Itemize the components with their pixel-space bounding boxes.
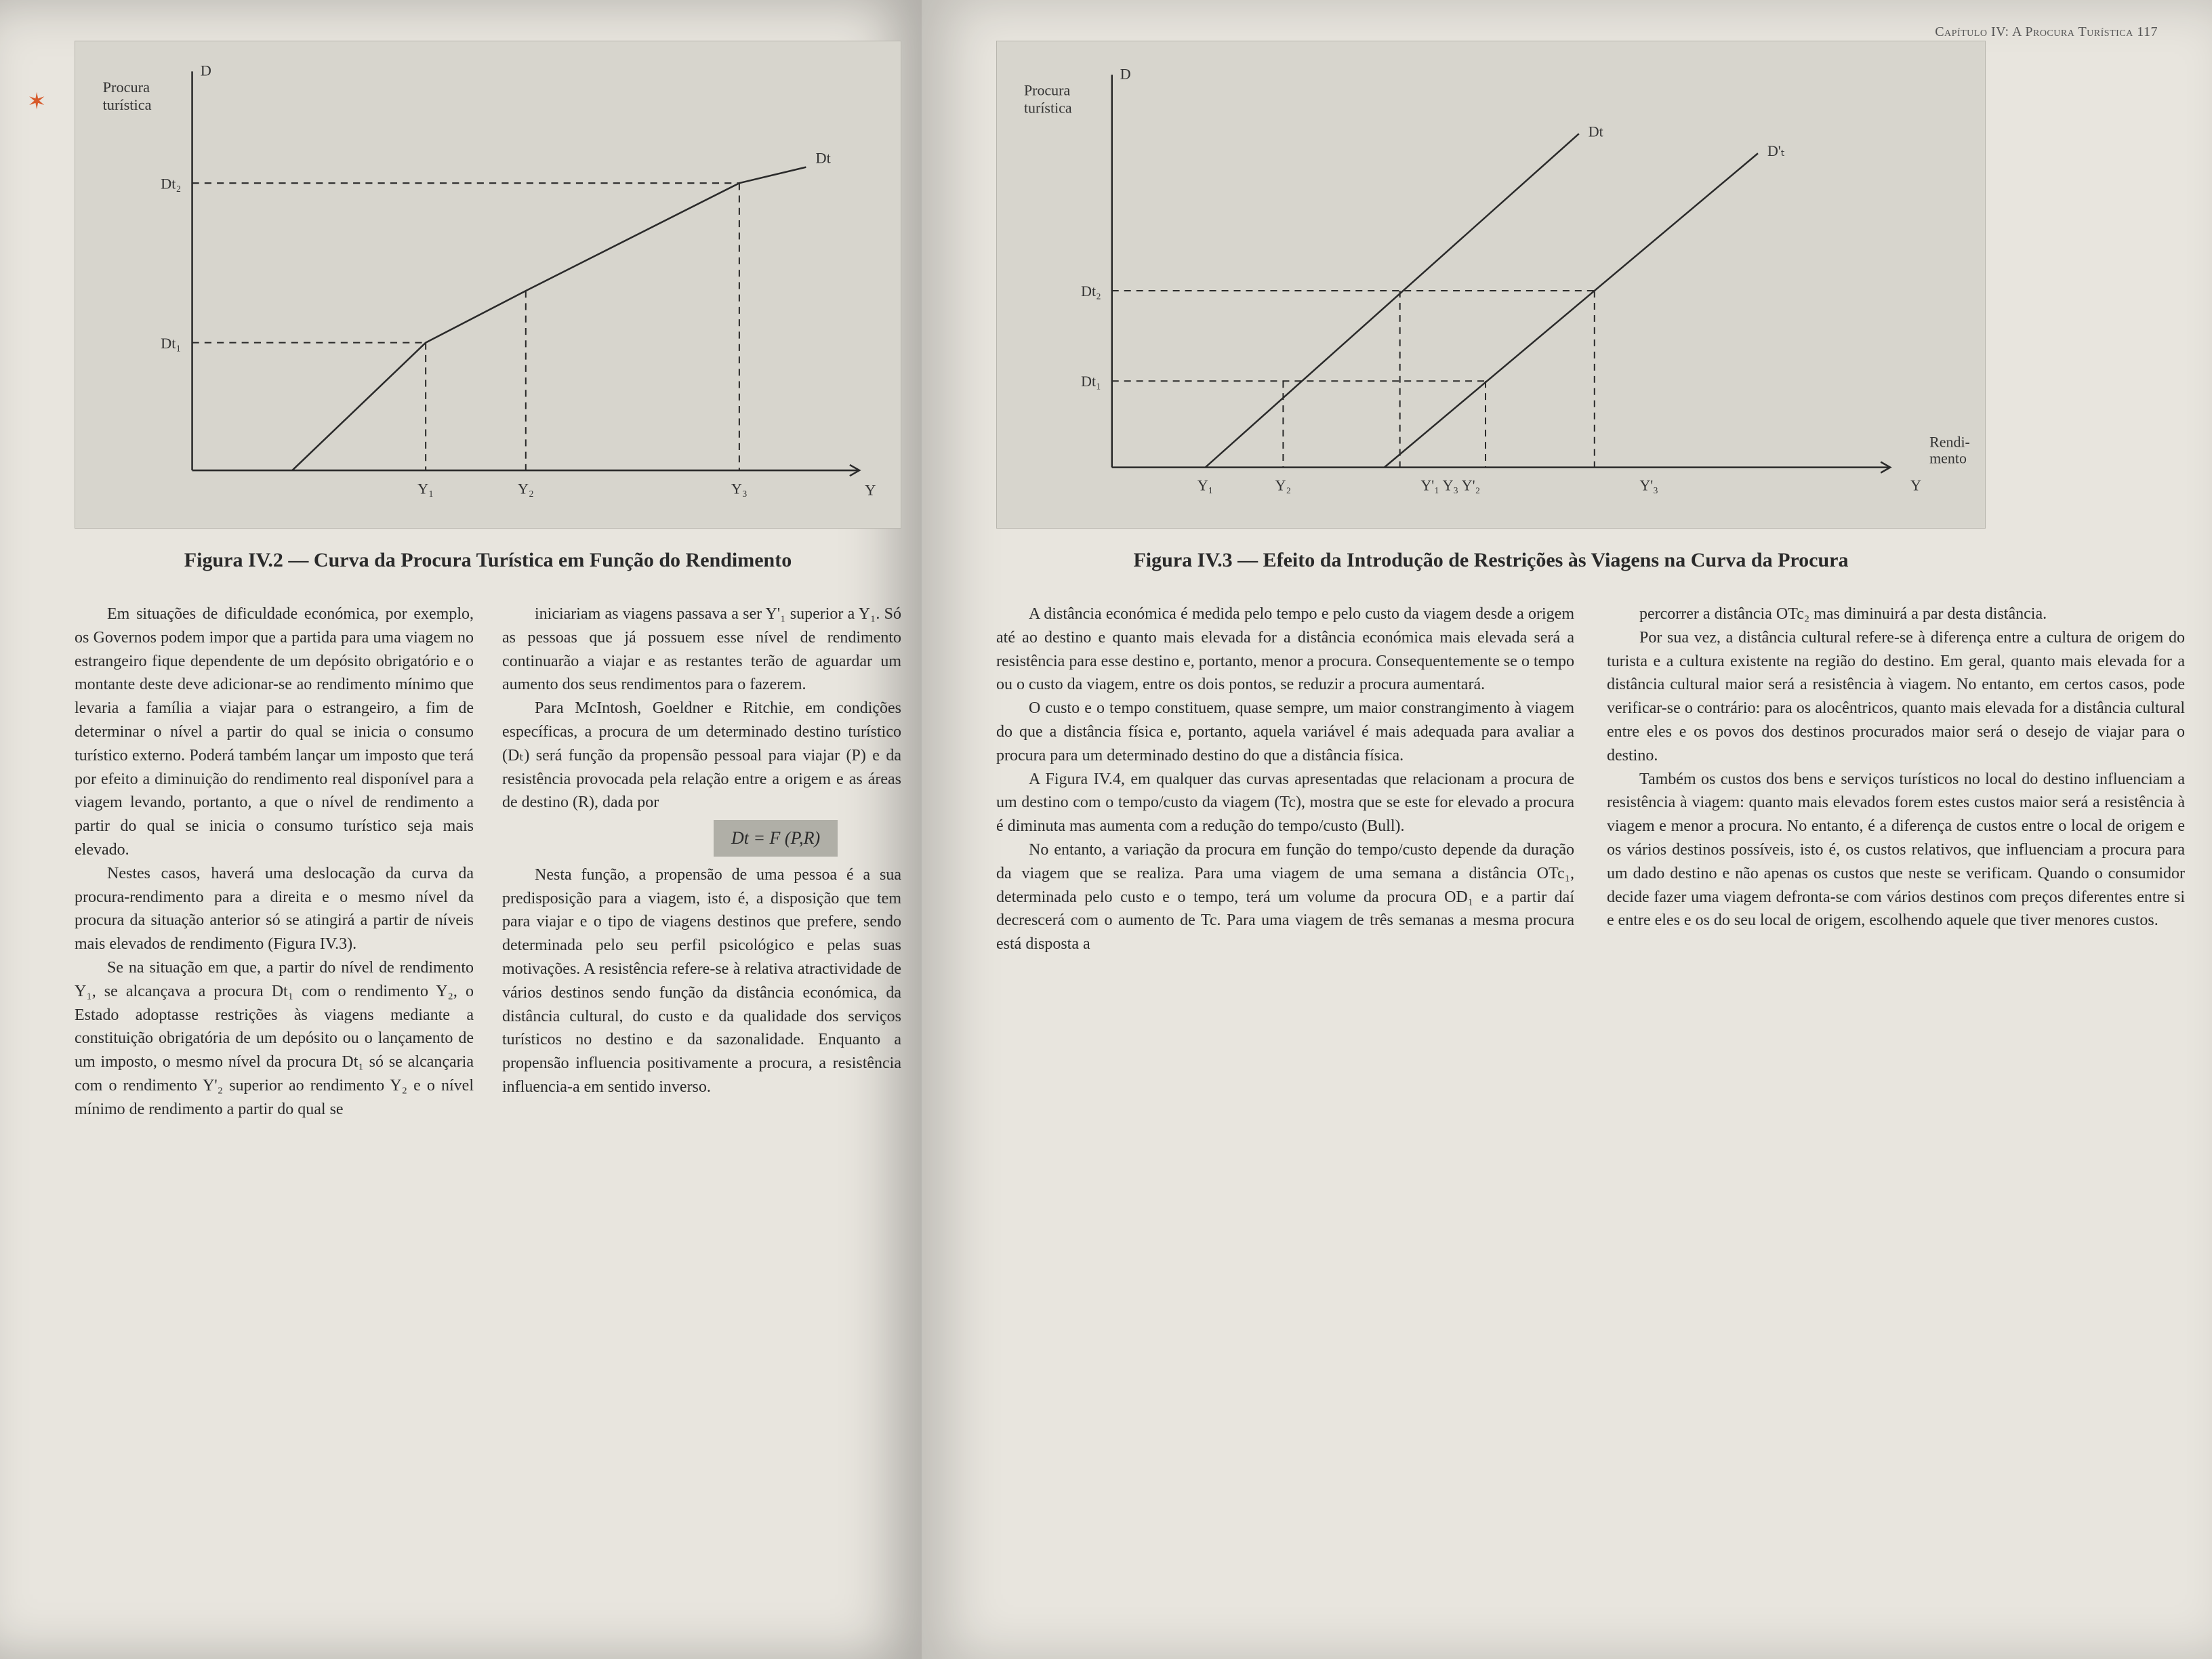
formula-box: Dt = F (P,R) — [714, 820, 838, 857]
body-paragraph: percorrer a distância OTc₂ mas diminuirá… — [1607, 602, 2185, 626]
body-paragraph: Nesta função, a propensão de uma pessoa … — [502, 863, 901, 1099]
left-page-text: Em situações de dificuldade económica, p… — [75, 602, 901, 1122]
svg-text:Y₁: Y₁ — [1197, 477, 1214, 494]
body-paragraph: A distância económica é medida pelo temp… — [996, 602, 1574, 697]
svg-text:Y: Y — [865, 482, 876, 499]
figure-iv-3-caption: Figura IV.3 — Efeito da Introdução de Re… — [996, 549, 1986, 572]
body-paragraph: iniciariam as viagens passava a ser Y'₁ … — [502, 602, 901, 697]
figure-iv-2: Procuraturística D Y Dt Y₁ Y₂ Y₃ Dt₁ Dt₂ — [75, 41, 901, 529]
svg-text:turística: turística — [103, 96, 152, 113]
svg-text:D: D — [1120, 65, 1131, 82]
body-paragraph: A Figura IV.4, em qualquer das curvas ap… — [996, 768, 1574, 838]
running-head: Capítulo IV: A Procura Turística 117 — [1935, 24, 2158, 40]
svg-text:D'ₜ: D'ₜ — [1767, 142, 1785, 159]
svg-text:Procura: Procura — [103, 79, 150, 96]
svg-text:Y: Y — [1910, 477, 1921, 494]
chart-iv-3: Procuraturística D Y Rendi-mento Dt D'ₜ Y₁ Y₂ Y'… — [997, 41, 1985, 528]
svg-text:Procura: Procura — [1024, 81, 1071, 98]
svg-text:Dt₁: Dt₁ — [1081, 373, 1101, 390]
figure-iv-2-caption: Figura IV.2 — Curva da Procura Turística… — [75, 549, 901, 572]
right-page-text: A distância económica é medida pelo temp… — [996, 602, 2185, 956]
right-page: Capítulo IV: A Procura Turística 117 Pro… — [922, 0, 2212, 1659]
body-paragraph: No entanto, a variação da procura em fun… — [996, 838, 1574, 956]
figure-iv-3: Procuraturística D Y Rendi-mento Dt D'ₜ Y₁ Y₂ Y'… — [996, 41, 1986, 529]
svg-text:Y'₁ Y₃ Y'₂: Y'₁ Y₃ Y'₂ — [1420, 477, 1480, 494]
svg-text:Dt₂: Dt₂ — [161, 175, 181, 192]
body-paragraph: Se na situação em que, a partir do nível… — [75, 956, 474, 1122]
svg-text:Y₃: Y₃ — [731, 480, 747, 497]
svg-text:Rendi-: Rendi- — [1929, 434, 1970, 451]
svg-text:Dt: Dt — [1589, 123, 1603, 140]
chart-iv-2: Procuraturística D Y Dt Y₁ Y₂ Y₃ Dt₁ Dt₂ — [75, 41, 901, 528]
svg-text:Y₁: Y₁ — [417, 480, 434, 497]
svg-text:Y'₃: Y'₃ — [1639, 477, 1658, 494]
svg-text:Dt: Dt — [816, 150, 832, 167]
left-page: ✶ Procuraturística D Y Dt Y₁ Y₂ Y₃ Dt₁ Dt₂ Figur… — [0, 0, 922, 1659]
body-paragraph: Por sua vez, a distância cultural refere… — [1607, 626, 2185, 768]
body-paragraph: Em situações de dificuldade económica, p… — [75, 602, 474, 862]
svg-text:turística: turística — [1024, 99, 1072, 116]
svg-text:mento: mento — [1929, 450, 1967, 467]
sticky-marker-icon: ✶ — [27, 88, 47, 115]
body-paragraph: Para McIntosh, Goeldner e Ritchie, em co… — [502, 697, 901, 815]
svg-text:Dt₁: Dt₁ — [161, 335, 181, 352]
svg-text:Y₂: Y₂ — [1275, 477, 1292, 494]
svg-text:Dt₂: Dt₂ — [1081, 283, 1101, 300]
book-spread: ✶ ProcuraturísticaDYDtY₁Y₂Y₃Dt₁Dt₂ Figur… — [0, 0, 2212, 1659]
svg-text:D: D — [201, 62, 211, 79]
svg-text:Y₂: Y₂ — [518, 480, 534, 497]
body-paragraph: Também os custos dos bens e serviços tur… — [1607, 768, 2185, 933]
body-paragraph: O custo e o tempo constituem, quase sem­… — [996, 697, 1574, 767]
body-paragraph: Nestes casos, haverá uma deslocação da c… — [75, 862, 474, 956]
